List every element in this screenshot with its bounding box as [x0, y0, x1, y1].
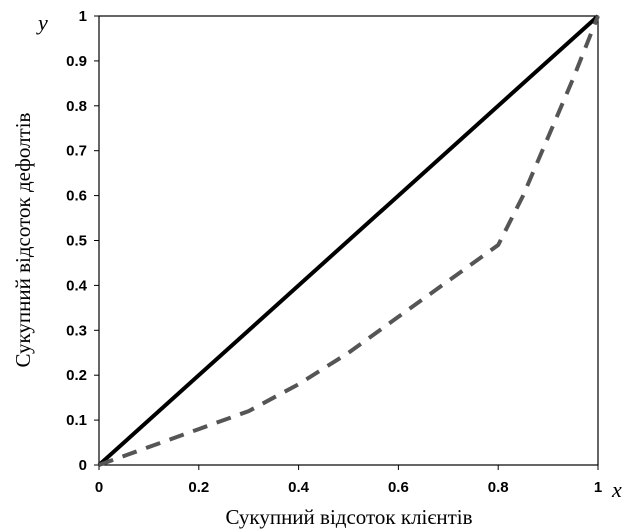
series-line-dashed: [98, 15, 600, 467]
x-axis-symbol: x: [611, 477, 622, 502]
x-tick-label: 0.4: [288, 479, 310, 496]
y-tick-label: 0.1: [66, 412, 87, 429]
x-axis-ticks: 0 0.2 0.4 0.6 0.8 1: [95, 465, 602, 496]
x-tick-label: 0.2: [188, 479, 209, 496]
y-axis-symbol: y: [36, 10, 48, 35]
x-tick-label: 0: [95, 479, 103, 496]
x-tick-label: 1: [594, 479, 602, 496]
y-tick-label: 0.2: [66, 367, 87, 384]
y-tick-label: 0.7: [66, 143, 87, 160]
x-tick-label: 0.6: [388, 479, 409, 496]
x-tick-label: 0.8: [488, 479, 509, 496]
y-tick-label: 0.8: [66, 98, 87, 115]
series-layer: [97, 14, 600, 467]
series-line-solid: [97, 14, 600, 467]
y-tick-label: 0.3: [66, 322, 87, 339]
y-tick-label: 0.4: [66, 277, 88, 294]
y-axis-ticks: 0 0.1 0.2 0.3 0.4 0.5 0.6 0.7 0.8 0.9 1: [66, 8, 99, 474]
y-tick-label: 0.9: [66, 53, 87, 70]
y-axis-label: Сукупний відсоток дефолтів: [11, 112, 35, 367]
x-axis-label: Сукупний відсоток клієнтів: [225, 505, 472, 529]
y-tick-label: 0.5: [66, 233, 87, 250]
y-tick-label: 0.6: [66, 188, 87, 205]
y-tick-label: 0: [79, 457, 87, 474]
y-tick-label: 1: [79, 8, 87, 25]
